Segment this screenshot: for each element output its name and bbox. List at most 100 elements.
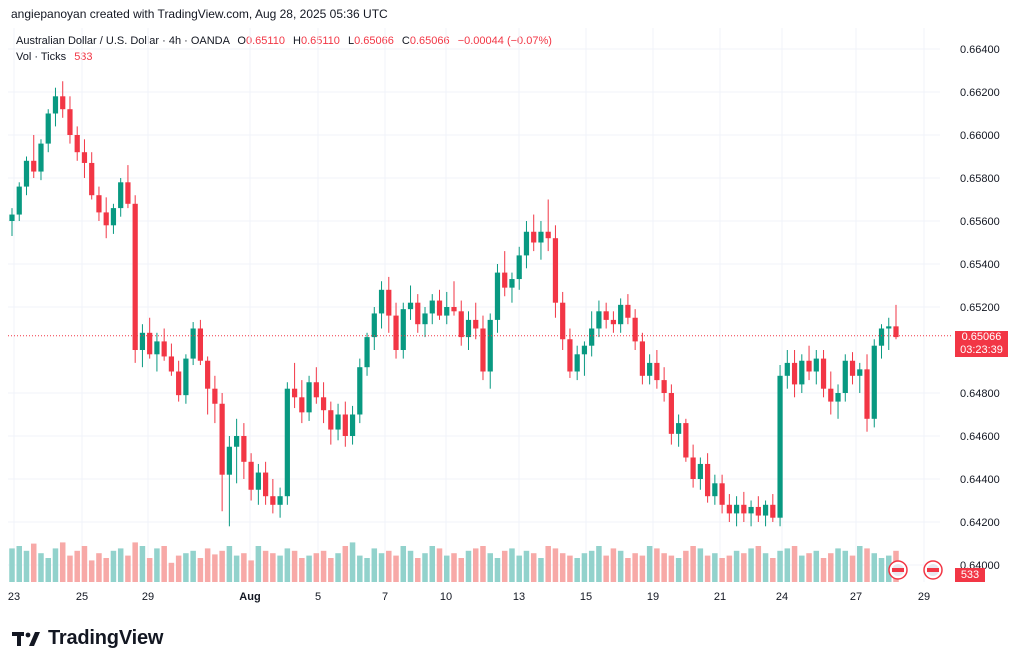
last-volume-tag: 533 [955, 568, 985, 582]
candle-body [335, 414, 341, 430]
candle-body [828, 388, 834, 402]
volume-bar [777, 550, 783, 582]
candle-body [712, 483, 718, 497]
candle-body [212, 388, 218, 404]
volume-bar [241, 553, 247, 582]
x-tick-label: Aug [239, 591, 260, 603]
y-tick-label: 0.65200 [960, 302, 1000, 314]
low-label: L [347, 35, 355, 47]
candle-body [60, 96, 66, 110]
candle-body [480, 328, 486, 372]
volume-bar [132, 542, 138, 582]
volume-bar [835, 548, 841, 582]
candle-body [23, 160, 30, 187]
candle-body [89, 162, 95, 196]
candle-body [676, 423, 682, 434]
candle-body [835, 393, 841, 402]
candle-body [799, 360, 805, 385]
candle-body [864, 369, 870, 419]
volume-bar [857, 546, 863, 582]
chart-attribution: angiepanoyan created with TradingView.co… [11, 7, 388, 21]
candle-body [791, 362, 798, 385]
candle-body [9, 214, 15, 221]
candle-body [118, 182, 124, 209]
legend-row-volume: Vol · Ticks 533 [16, 49, 552, 65]
volume-bar [712, 553, 718, 582]
volume-bar [791, 546, 798, 582]
x-tick-label: 19 [647, 591, 659, 603]
volume-bar [487, 553, 493, 582]
candle-body [197, 328, 204, 361]
candle-body [741, 504, 747, 514]
candle-body [639, 341, 646, 376]
tradingview-logo[interactable]: TradingView [12, 627, 163, 650]
x-tick-label: 27 [850, 591, 862, 603]
candle-body [878, 328, 885, 346]
volume-bar [617, 550, 624, 582]
volume-bar [400, 546, 407, 582]
volume-bar [45, 558, 51, 582]
volume-bar [864, 548, 870, 582]
candle-body [393, 315, 399, 350]
candle-body [690, 457, 696, 479]
candle-body [871, 345, 877, 419]
volume-bar [748, 548, 754, 582]
volume-bar [320, 550, 327, 582]
volume-bar [704, 555, 711, 582]
candle-body [277, 496, 283, 505]
candle-body [422, 313, 428, 325]
candle-body [820, 358, 827, 389]
volume-bar [212, 554, 218, 582]
last-price-tag: 0.65066 03:23:39 [955, 331, 1008, 357]
candle-body [465, 319, 472, 338]
x-tick-label: 29 [142, 591, 154, 603]
volume-bar [313, 553, 320, 582]
candle-body [110, 208, 117, 226]
volume-bar [530, 553, 537, 582]
volume-bar [88, 560, 95, 582]
volume-bar [204, 548, 211, 582]
candle-body [473, 319, 479, 329]
candle-body [342, 414, 348, 436]
candle-body [683, 423, 689, 458]
flag-stripe-icon [927, 568, 939, 572]
volume-label[interactable]: Vol · Ticks [16, 51, 67, 63]
volume-bar [741, 553, 747, 582]
symbol-name[interactable]: Australian Dollar / U.S. Dollar · 4h · O… [16, 35, 230, 47]
candle-body [567, 339, 573, 372]
low-value: 0.65066 [354, 35, 394, 47]
volume-bar [726, 555, 733, 582]
high-value: 0.65110 [300, 35, 340, 47]
candle-body [154, 341, 160, 355]
volume-bar [501, 550, 508, 582]
candle-body [45, 113, 51, 144]
volume-bar [451, 553, 457, 582]
volume-bar [262, 550, 269, 582]
candle-body [357, 367, 363, 415]
volume-bar [472, 548, 479, 582]
y-tick-label: 0.65400 [960, 259, 1000, 271]
candle-body [241, 436, 247, 462]
candle-body [625, 304, 631, 318]
candle-body [552, 238, 559, 303]
volume-bar [190, 550, 196, 582]
volume-bar [784, 548, 791, 582]
y-tick-label: 0.66000 [960, 130, 1000, 142]
bar-countdown: 03:23:39 [960, 344, 1003, 356]
volume-bar [806, 553, 812, 582]
volume-bar [668, 555, 675, 582]
volume-bar [52, 548, 59, 582]
candle-body [262, 472, 269, 497]
volume-bar [878, 558, 885, 582]
candle-body [545, 231, 551, 239]
volume-bar [349, 542, 356, 582]
close-label: C [401, 35, 410, 47]
volume-bar [96, 553, 102, 582]
x-tick-label: 23 [8, 591, 20, 603]
candle-body [632, 317, 638, 342]
volume-bar [581, 553, 588, 582]
candle-body [596, 311, 602, 329]
volume-bar [552, 548, 559, 582]
candle-body [415, 302, 421, 325]
